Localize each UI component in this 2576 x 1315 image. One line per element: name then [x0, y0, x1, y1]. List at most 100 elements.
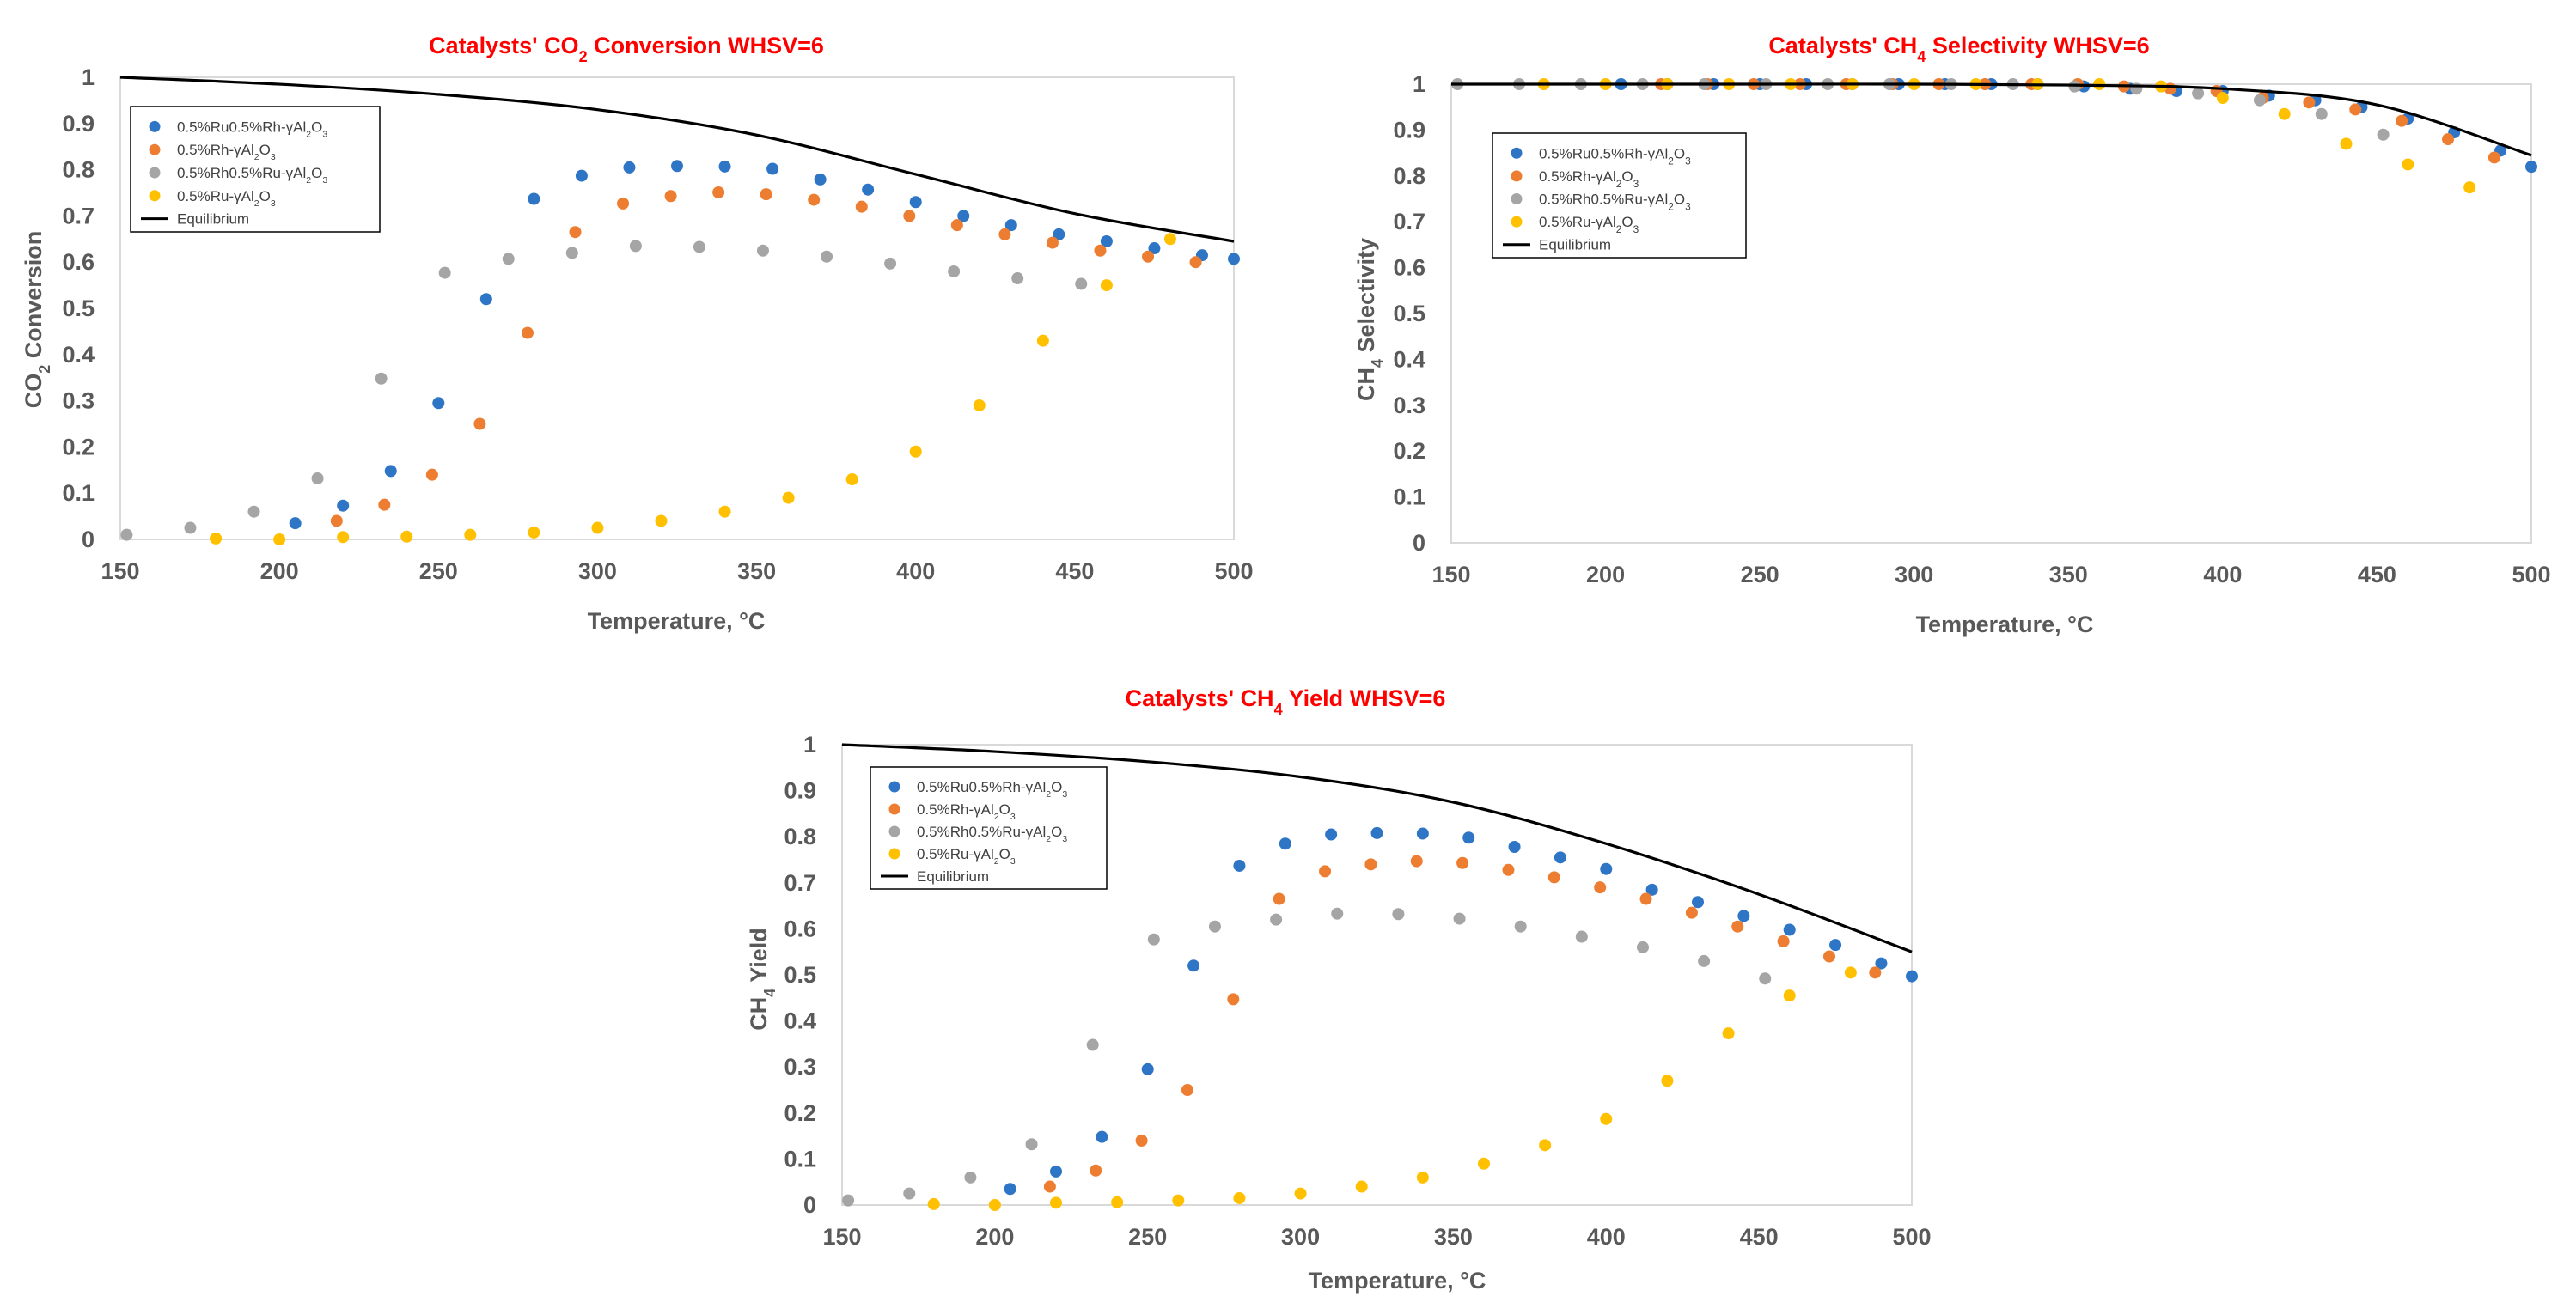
data-point: [247, 505, 260, 518]
data-point: [862, 183, 875, 196]
data-point: [1364, 858, 1377, 871]
y-tick-label: 0.4: [784, 1008, 816, 1034]
data-point: [1844, 966, 1857, 979]
data-point: [1547, 871, 1560, 884]
data-point: [957, 210, 970, 222]
legend-label: 0.5%Rh0.5%Ru-γAl2O3: [1539, 192, 1691, 213]
x-tick-label: 350: [1434, 1224, 1473, 1250]
y-tick-label: 1: [803, 732, 816, 758]
legend-label: 0.5%Rh-γAl2O3: [917, 801, 1016, 822]
data-point: [375, 372, 388, 385]
legend-label: 0.5%Ru-γAl2O3: [177, 188, 276, 209]
data-point: [575, 169, 588, 182]
data-point: [760, 188, 772, 201]
data-point: [1011, 272, 1024, 285]
data-point: [378, 498, 391, 511]
data-point: [623, 161, 636, 174]
data-point: [1875, 957, 1888, 970]
data-point: [1111, 1196, 1124, 1208]
legend: 0.5%Ru0.5%Rh-γAl2O30.5%Rh-γAl2O30.5%Rh0.…: [130, 106, 381, 233]
y-tick-label: 0.9: [784, 778, 816, 804]
y-tick-label: 0.8: [784, 824, 816, 849]
data-point: [2402, 158, 2414, 171]
data-point: [569, 226, 582, 239]
y-tick-label: 0.6: [784, 916, 816, 941]
data-point: [693, 240, 705, 253]
data-point: [782, 491, 795, 504]
y-tick-label: 0.8: [62, 157, 95, 183]
data-point: [1025, 1138, 1038, 1151]
equilibrium-line: [1451, 82, 2532, 157]
data-point: [1661, 1075, 1674, 1087]
y-tick-label: 0.4: [1393, 346, 1425, 372]
data-point: [1187, 959, 1200, 972]
data-point: [1594, 881, 1607, 894]
data-point: [1043, 1180, 1056, 1193]
y-tick-label: 0.1: [1393, 484, 1425, 510]
y-axis-label: CH4 Yield: [746, 928, 778, 1031]
x-tick-label: 300: [1281, 1224, 1320, 1250]
data-point: [1685, 906, 1698, 919]
y-tick-label: 0.1: [784, 1146, 816, 1172]
data-point: [927, 1197, 940, 1210]
data-point: [464, 528, 477, 541]
legend-box: [870, 766, 1108, 890]
data-point: [718, 505, 731, 518]
data-point: [1692, 896, 1704, 909]
data-point: [2396, 114, 2408, 127]
data-point: [1456, 856, 1469, 869]
data-point: [2278, 107, 2291, 120]
data-point: [1208, 920, 1221, 933]
chart-title: Catalysts' CH4 Yield WHSV=6: [1126, 685, 1446, 718]
y-tick-label: 1: [82, 64, 95, 90]
legend: 0.5%Ru0.5%Rh-γAl2O30.5%Rh-γAl2O30.5%Rh0.…: [870, 766, 1108, 890]
x-tick-label: 300: [578, 558, 617, 584]
data-point: [1279, 837, 1291, 850]
data-point: [1228, 253, 1240, 265]
equilibrium-line: [841, 743, 1913, 953]
x-tick-label: 350: [2049, 562, 2088, 587]
data-point: [756, 244, 769, 257]
x-axis-label: Temperature, °C: [1916, 612, 2094, 637]
data-point: [2303, 96, 2316, 109]
data-point: [766, 162, 779, 175]
data-point: [1783, 989, 1796, 1002]
data-point: [842, 1194, 855, 1207]
data-point: [909, 196, 922, 209]
data-point: [1189, 256, 1202, 269]
data-point: [473, 417, 486, 430]
data-point: [948, 265, 961, 277]
data-point: [1046, 236, 1059, 249]
y-tick-label: 0.7: [62, 203, 95, 228]
y-tick-label: 0.9: [62, 111, 95, 137]
data-point: [1829, 939, 1842, 952]
legend-label: 0.5%Rh-γAl2O3: [1539, 168, 1639, 190]
y-tick-label: 0.7: [1393, 209, 1425, 234]
data-point: [2192, 87, 2205, 100]
x-axis-label: Temperature, °C: [588, 608, 766, 634]
data-point: [1554, 851, 1566, 864]
x-tick-label: 150: [822, 1224, 861, 1250]
data-point: [718, 160, 731, 173]
y-tick-label: 0.1: [62, 480, 95, 506]
data-point: [909, 445, 922, 458]
data-point: [1233, 1191, 1246, 1204]
data-point: [521, 326, 534, 339]
x-axis-label: Temperature, °C: [1309, 1268, 1486, 1294]
data-point: [1759, 972, 1772, 985]
data-point: [289, 517, 302, 530]
y-tick-label: 0.3: [784, 1054, 816, 1080]
chart-ch4-yield: Catalysts' CH4 Yield WHSV=6 Temperature,…: [746, 685, 1932, 1294]
data-point: [400, 530, 413, 543]
y-tick-label: 0.2: [784, 1100, 816, 1126]
legend-marker: [149, 190, 161, 202]
data-point: [1783, 923, 1796, 936]
y-tick-label: 0: [1413, 530, 1425, 556]
data-point: [337, 499, 350, 512]
legend-marker: [149, 120, 161, 132]
data-point: [273, 533, 286, 545]
data-point: [1181, 1084, 1193, 1096]
data-point: [1600, 1112, 1613, 1125]
data-point: [1822, 950, 1835, 963]
data-point: [973, 399, 986, 411]
